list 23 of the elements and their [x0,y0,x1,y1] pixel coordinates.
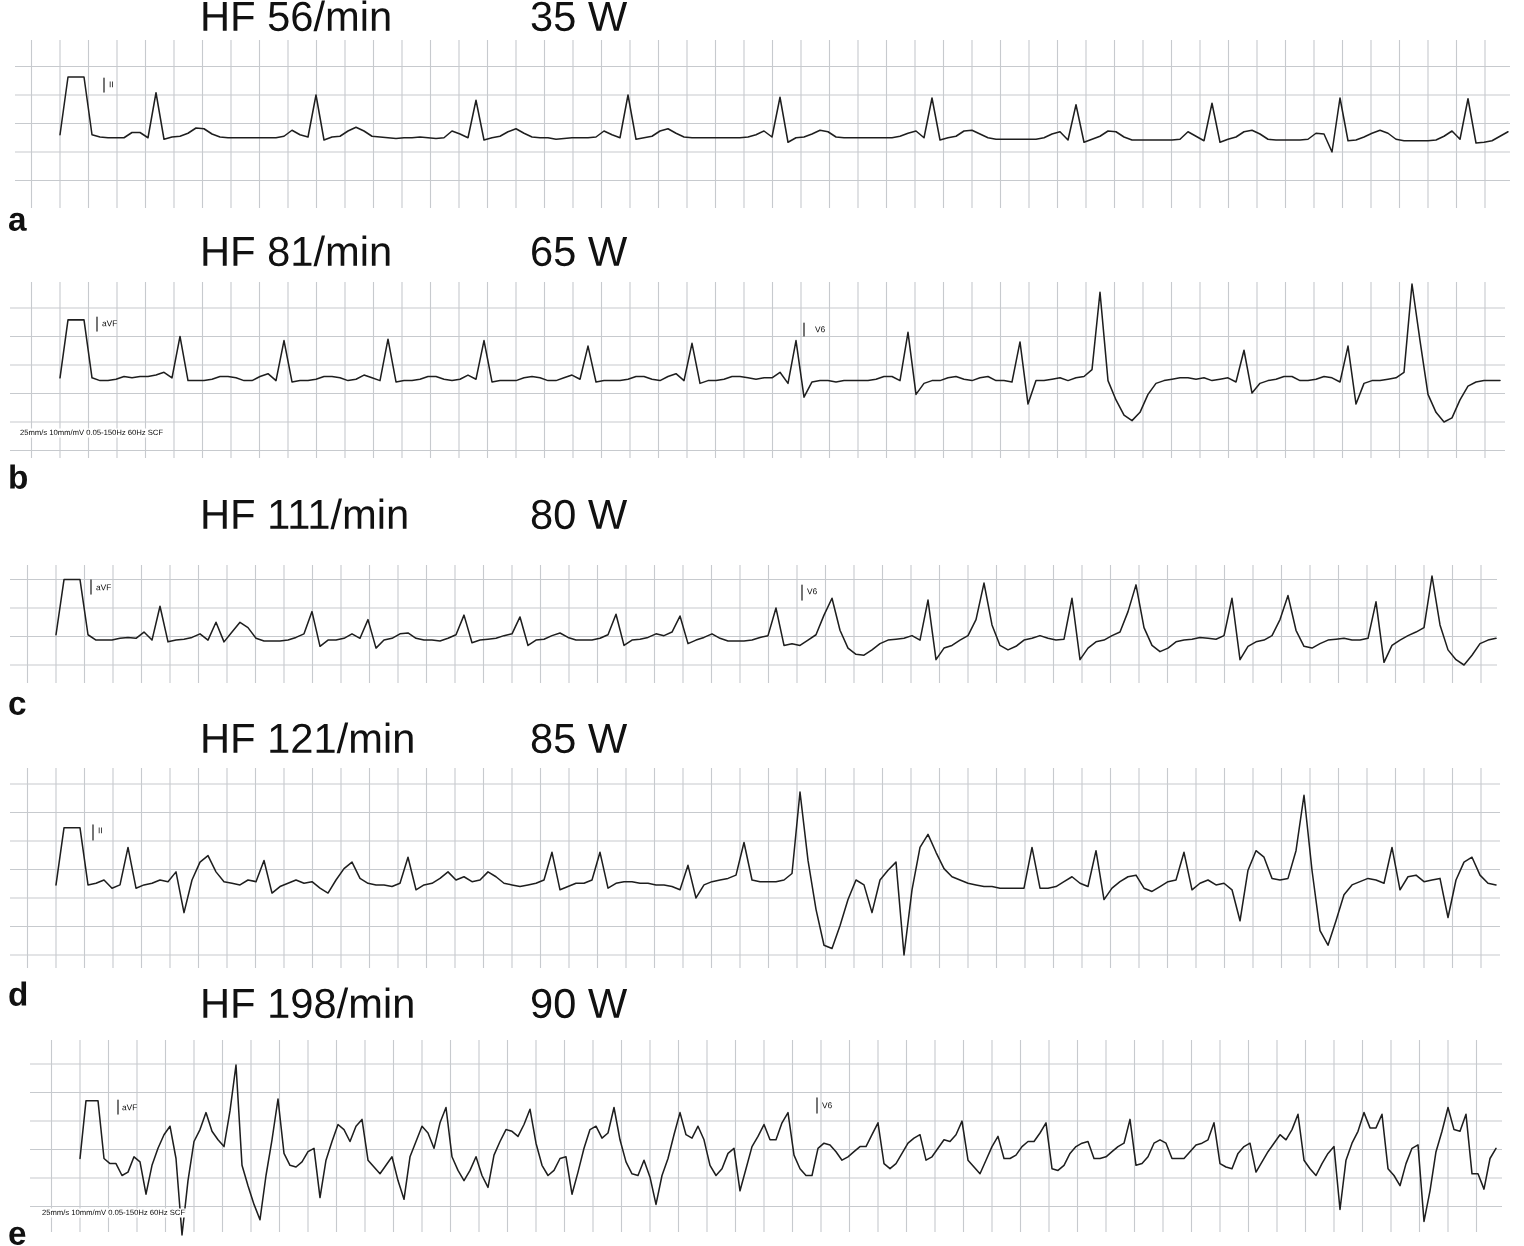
chart-subtitle: 35 W [531,1,628,32]
chart-title: HF 56/min [203,0,390,32]
text: c [9,696,26,715]
annotation: V6 [815,326,825,333]
chart-title: HF 111/min [203,498,407,530]
annotation: aVF [102,320,117,327]
chart-subtitle: 85 W [531,723,628,754]
text: d [9,981,27,1006]
annotation: V6 [807,588,817,595]
chart-title: HF 121/min [203,722,413,754]
annotation: aVF [122,1104,137,1111]
text: a [8,212,27,231]
annotation: V6 [822,1102,832,1109]
annotation: II [98,827,102,834]
annotation: aVF [96,584,111,591]
annotation: II [109,81,113,88]
chart-subtitle: 80 W [531,499,628,530]
text: b [10,464,27,489]
chart-subtitle: 90 W [531,988,628,1019]
chart-title: HF 198/min [203,987,413,1019]
chart-title: HF 81/min [203,235,390,267]
text: e [9,1226,26,1245]
chart-subtitle: 65 W [532,236,628,267]
